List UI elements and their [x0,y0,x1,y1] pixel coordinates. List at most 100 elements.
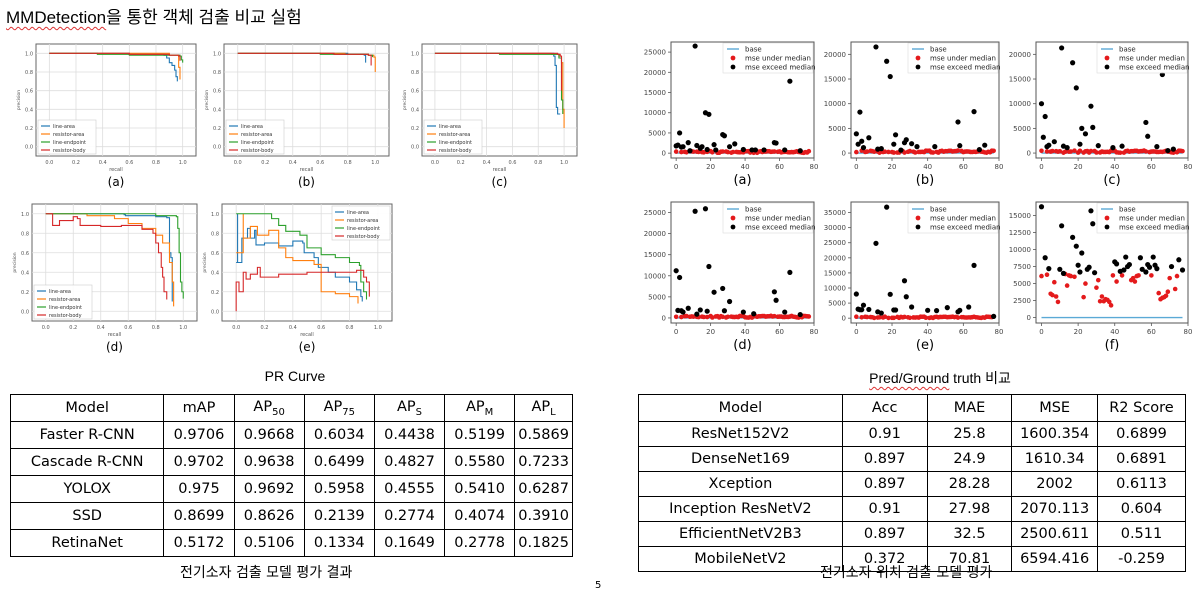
point-under-median [1053,294,1059,299]
point-under-median [1167,275,1172,281]
point-exceed-median [891,141,897,147]
model-name-cell: DenseNet169 [638,446,843,472]
metric-cell: 0.9706 [163,421,235,449]
point-exceed-median [1121,267,1127,273]
x-tick-label: 20 [706,328,715,336]
point-exceed-median [752,147,759,153]
point-under-median [907,148,913,154]
metric-cell: 0.511 [1096,521,1187,547]
point-exceed-median [720,285,726,292]
x-tick-label: 40 [923,163,932,171]
subplot-label: (b) [298,175,315,189]
point-exceed-median [944,305,950,311]
metric-cell: 0.2774 [373,502,446,530]
point-exceed-median [1088,103,1094,109]
point-exceed-median [1139,266,1145,272]
legend-box [722,42,814,74]
point-exceed-median [771,289,777,295]
table-row: SSD 0.8699 0.8626 0.2139 0.2774 0.4074 0.3910 [9,502,573,530]
x-tick-label: 0 [1039,163,1043,171]
point-under-median [772,313,777,319]
metric-cell: 0.5199 [444,421,516,449]
point-exceed-median [797,148,803,154]
point-under-median [955,148,961,153]
column-header: R2 Score [1096,394,1187,422]
column-header-text: AP [253,398,273,415]
point-under-median [1156,290,1161,296]
y-tick-label: 5000 [1013,125,1031,133]
point-under-median [1068,273,1074,279]
y-tick-label: 0.2 [21,290,29,296]
y-tick-label: 0.2 [211,290,219,296]
metric-cell: 0.6499 [303,448,375,476]
x-tick-label: 20 [706,163,715,171]
legend-label: mse exceed median [1119,64,1190,72]
y-tick-label: 10000 [1009,100,1031,108]
metric-cell: 0.6899 [1096,421,1187,447]
legend-label: line-endpoint [439,140,472,146]
column-header: Model [9,394,165,422]
point-exceed-median [1143,269,1149,275]
x-tick-label: 0.2 [69,325,77,331]
caption-pred-ground: Pred/Ground [869,370,950,386]
point-under-median [991,148,996,154]
x-tick-label: 60 [1147,328,1156,336]
y-tick-label: 0.4 [411,107,419,113]
column-header-subscript: 75 [342,406,355,418]
column-header: Model [638,394,843,422]
metric-cell: 0.975 [163,475,235,503]
point-under-median [1052,279,1057,285]
point-exceed-median [884,58,890,64]
point-exceed-median [1057,266,1063,272]
x-tick-label: 0 [854,163,858,171]
y-axis-label: precision [204,90,210,110]
point-under-median [1063,149,1068,155]
model-name-cell: SSD [9,502,165,530]
table-row: YOLOX 0.975 0.9692 0.5958 0.4555 0.5410 0.6287 [9,475,573,503]
legend-label: base [745,206,762,214]
point-under-median [891,150,897,155]
point-exceed-median [673,268,679,274]
point-under-median [806,148,812,154]
point-under-median [679,314,684,320]
legend-label: line-area [53,124,75,130]
y-tick-label: 1.0 [213,51,221,57]
metric-cell: 0.5172 [163,529,235,557]
metric-cell: 0.5580 [444,448,516,476]
metric-cell: 0.9692 [233,475,305,503]
point-under-median [882,149,888,154]
metric-cell: 1600.354 [1011,421,1098,447]
pr-series-resistor-body [45,213,168,300]
point-exceed-median [711,289,717,295]
point-exceed-median [932,144,938,150]
y-tick-label: 15000 [1009,212,1031,220]
point-exceed-median [1042,255,1048,261]
point-under-median [1136,273,1141,278]
metric-cell: 0.91 [841,421,928,447]
legend-swatch-under [1104,215,1110,221]
metric-cell: 0.7233 [514,448,573,476]
x-tick-label: 80 [810,328,819,336]
x-tick-label: 0.6 [317,325,325,331]
point-exceed-median [1168,263,1175,270]
legend-label: resistor-body [49,313,82,319]
column-header-subscript: 50 [272,406,285,418]
point-exceed-median [1179,267,1186,273]
y-tick-label: 0.4 [211,270,219,276]
point-exceed-median [1143,119,1149,126]
x-tick-label: 1.0 [179,160,187,166]
point-under-median [902,314,907,320]
metric-cell: 0.897 [841,446,928,472]
point-exceed-median [1038,204,1045,210]
y-tick-label: 0.6 [25,89,33,95]
legend-label: line-endpoint [49,305,82,311]
x-tick-label: 0.2 [72,160,80,166]
point-exceed-median [692,43,698,49]
point-under-median [1044,149,1050,154]
y-tick-label: 7500 [1013,263,1031,271]
point-under-median [720,314,725,320]
metric-cell: -0.259 [1096,546,1187,572]
point-under-median [1057,148,1063,154]
point-under-median [1099,294,1105,299]
legend-label: resistor-area [347,218,378,224]
